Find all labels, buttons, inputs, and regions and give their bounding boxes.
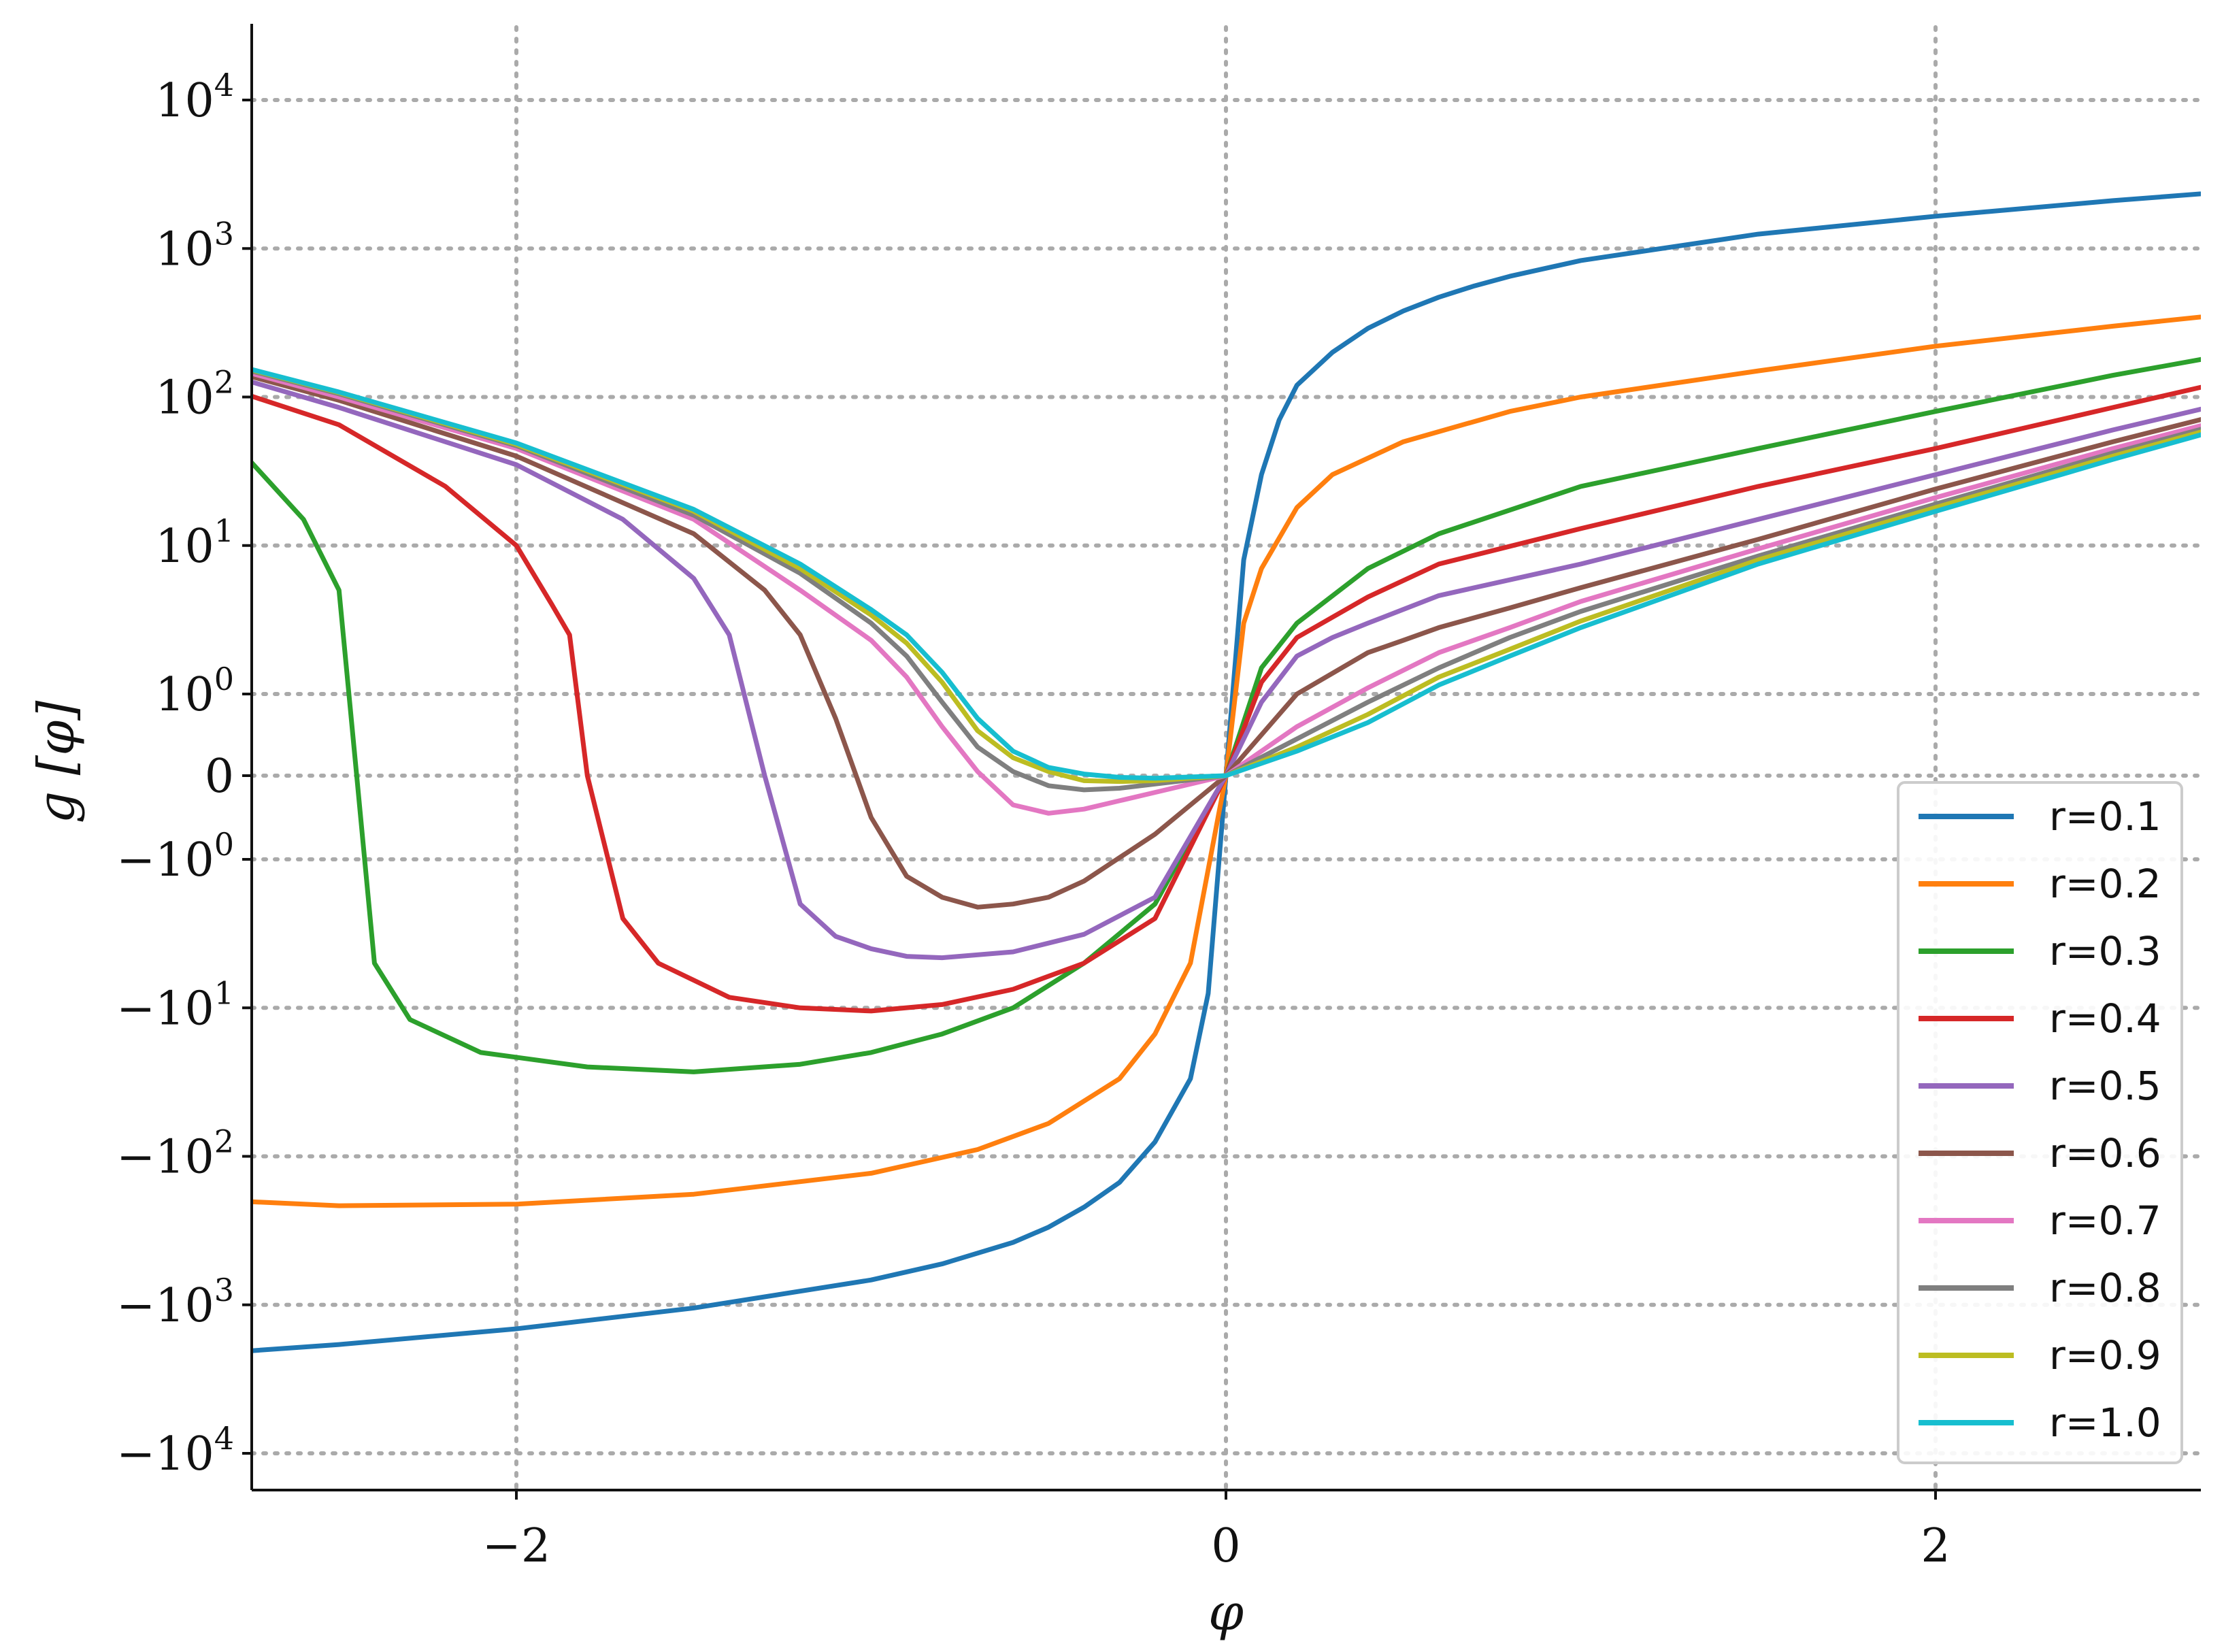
x-tick-label: 2 <box>1921 1519 1950 1573</box>
legend-item: r=1.0 <box>1919 1400 2161 1446</box>
series-line-r-0-9 <box>252 367 2201 784</box>
series-line-r-0-6 <box>252 374 2201 910</box>
legend-label: r=0.2 <box>2049 861 2161 907</box>
x-axis-ticks: −4−2024 <box>482 1490 1951 1573</box>
legend-item: r=0.4 <box>1919 995 2161 1042</box>
y-tick-label-exponent: 1 <box>214 512 234 549</box>
y-tick-label-base: 0 <box>205 750 234 804</box>
y-tick-label-exponent: 3 <box>214 1272 234 1308</box>
legend-item: r=0.1 <box>1919 793 2161 840</box>
legend-label: r=0.1 <box>2049 793 2161 840</box>
y-axis-label: g [φ] <box>27 701 86 824</box>
legend-label: r=0.9 <box>2049 1332 2161 1378</box>
y-tick-label-exponent: 2 <box>214 364 234 401</box>
y-tick-label: 103 <box>155 215 234 276</box>
y-tick-label: 102 <box>155 364 234 425</box>
y-tick-label-exponent: 3 <box>214 215 234 252</box>
x-tick-label: 0 <box>1211 1519 1240 1573</box>
y-tick-label-base: −10 <box>116 833 214 887</box>
legend-item: r=0.3 <box>1919 928 2161 974</box>
legend-label: r=0.7 <box>2049 1197 2161 1244</box>
series-layer <box>252 191 2201 1353</box>
legend-label: r=1.0 <box>2049 1400 2161 1446</box>
y-tick-label-base: −10 <box>116 1131 214 1185</box>
series-line-r-0-4 <box>252 384 2201 1014</box>
legend-label: r=0.4 <box>2049 995 2161 1042</box>
series-line-r-0-3 <box>252 357 2201 1074</box>
y-tick-label-base: 10 <box>155 371 214 425</box>
y-tick-label-exponent: 0 <box>214 826 234 863</box>
legend-label: r=0.5 <box>2049 1063 2161 1109</box>
y-tick-label: −104 <box>116 1420 234 1481</box>
y-tick-label: −101 <box>116 974 234 1036</box>
x-tick-label: −2 <box>482 1519 550 1573</box>
y-tick-label-exponent: 4 <box>214 67 234 103</box>
legend-item: r=0.9 <box>1919 1332 2161 1378</box>
y-tick-label-base: 10 <box>155 668 214 722</box>
series-line-r-0-7 <box>252 371 2201 816</box>
y-tick-label-base: −10 <box>116 982 214 1036</box>
y-tick-label-base: −10 <box>116 1427 214 1481</box>
y-tick-label-exponent: 0 <box>214 661 234 697</box>
y-tick-label: −103 <box>116 1272 234 1333</box>
y-tick-label: −102 <box>116 1123 234 1185</box>
y-tick-label-exponent: 2 <box>214 1123 234 1160</box>
y-tick-label-exponent: 1 <box>214 974 234 1011</box>
legend-item: r=0.5 <box>1919 1063 2161 1109</box>
legend-label: r=0.6 <box>2049 1130 2161 1176</box>
series-line-r-1-0 <box>252 367 2201 781</box>
y-tick-label-exponent: 4 <box>214 1420 234 1457</box>
y-tick-label-base: 10 <box>155 222 214 276</box>
legend-item: r=0.2 <box>1919 861 2161 907</box>
y-tick-label: 101 <box>155 512 234 574</box>
y-tick-label-base: 10 <box>155 520 214 574</box>
grid <box>250 25 2203 1492</box>
y-tick-label: 100 <box>155 661 234 722</box>
legend-label: r=0.8 <box>2049 1265 2161 1311</box>
y-tick-label: −100 <box>116 826 234 887</box>
y-tick-label-base: 10 <box>155 74 214 128</box>
series-line-r-0-1 <box>252 191 2201 1353</box>
legend-item: r=0.7 <box>1919 1197 2161 1244</box>
legend-item: r=0.8 <box>1919 1265 2161 1311</box>
y-tick-label: 0 <box>205 750 234 804</box>
y-tick-label: 104 <box>155 67 234 128</box>
series-line-r-0-5 <box>252 379 2201 961</box>
legend-item: r=0.6 <box>1919 1130 2161 1176</box>
series-line-r-0-2 <box>252 314 2201 1208</box>
legend-label: r=0.3 <box>2049 928 2161 974</box>
y-tick-label-base: −10 <box>116 1279 214 1333</box>
x-axis-label: φ <box>1208 1583 1244 1642</box>
legend: r=0.1 r=0.2 r=0.3 r=0.4 r=0.5 r=0.6 r=0.7 r=0.8… <box>1897 781 2183 1464</box>
